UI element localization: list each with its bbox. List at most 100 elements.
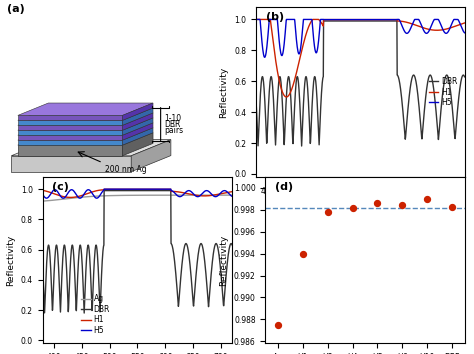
Polygon shape	[18, 115, 122, 120]
Line: Ag: Ag	[43, 195, 232, 201]
DBR	[433, 109, 439, 114]
X-axis label: Wavelength (nm): Wavelength (nm)	[321, 201, 400, 210]
H1	[374, 17, 380, 22]
DBR	[386, 19, 392, 23]
Ag	[183, 193, 189, 197]
Point	[374, 200, 381, 206]
Polygon shape	[122, 133, 153, 156]
Point	[324, 209, 331, 215]
Ag	[155, 193, 161, 197]
Text: pairs: pairs	[164, 126, 183, 135]
Line: H5: H5	[43, 189, 232, 198]
H1	[203, 194, 209, 198]
DBR	[321, 19, 327, 23]
H5	[266, 21, 272, 25]
Polygon shape	[18, 113, 153, 125]
Polygon shape	[18, 123, 153, 135]
Polygon shape	[131, 140, 171, 172]
Point	[349, 205, 356, 211]
DBR	[52, 267, 57, 271]
Polygon shape	[18, 130, 122, 135]
Point	[448, 204, 456, 209]
Text: (c): (c)	[52, 182, 69, 192]
H1	[101, 187, 107, 192]
Legend: DBR, H1, H5: DBR, H1, H5	[426, 74, 461, 110]
DBR	[40, 264, 46, 269]
Line: H5: H5	[256, 19, 465, 57]
H1	[155, 187, 161, 192]
Polygon shape	[18, 125, 122, 130]
Legend: Ag, DBR, H1, H5: Ag, DBR, H1, H5	[78, 291, 113, 338]
DBR	[161, 188, 167, 193]
Polygon shape	[18, 140, 122, 145]
Polygon shape	[11, 156, 131, 172]
H1	[161, 187, 167, 192]
H5	[40, 192, 46, 196]
DBR	[150, 188, 156, 193]
Point	[423, 196, 431, 202]
DBR	[375, 19, 381, 23]
Text: (a): (a)	[7, 4, 25, 13]
Ag	[229, 193, 235, 197]
DBR	[412, 74, 418, 79]
Polygon shape	[18, 133, 153, 145]
Line: DBR: DBR	[256, 21, 465, 146]
Line: H1: H1	[256, 19, 465, 97]
Polygon shape	[11, 140, 171, 156]
Polygon shape	[18, 118, 153, 130]
DBR	[82, 311, 87, 315]
H5	[433, 17, 438, 22]
Polygon shape	[18, 103, 153, 115]
H5	[411, 18, 417, 22]
H1	[184, 192, 190, 196]
H5	[253, 17, 259, 22]
H5	[262, 55, 267, 59]
Line: DBR: DBR	[43, 190, 232, 313]
Polygon shape	[18, 135, 122, 140]
H1	[462, 21, 467, 25]
DBR	[184, 243, 190, 247]
Point	[299, 251, 307, 256]
Polygon shape	[18, 108, 153, 120]
H1	[40, 188, 46, 193]
DBR	[229, 243, 235, 247]
Ag	[150, 193, 155, 197]
H1	[52, 192, 57, 196]
Point	[274, 322, 282, 327]
H5	[229, 194, 235, 199]
Polygon shape	[18, 145, 122, 156]
Text: 1-10: 1-10	[164, 114, 181, 123]
DBR	[462, 75, 467, 79]
H1	[229, 189, 235, 194]
H5	[155, 187, 161, 191]
H5	[184, 189, 190, 193]
Polygon shape	[122, 128, 153, 145]
H5	[380, 17, 386, 22]
Text: (d): (d)	[275, 182, 293, 192]
Polygon shape	[18, 120, 122, 125]
Text: (b): (b)	[266, 12, 284, 22]
Polygon shape	[122, 113, 153, 130]
H5	[374, 17, 380, 22]
DBR	[101, 188, 107, 193]
H1	[266, 17, 272, 22]
H1	[68, 195, 73, 200]
H1	[433, 28, 438, 32]
Polygon shape	[18, 128, 153, 140]
DBR	[266, 98, 272, 103]
H5	[150, 187, 156, 191]
H5	[52, 188, 57, 192]
Ag	[203, 193, 209, 197]
Polygon shape	[122, 123, 153, 140]
Y-axis label: Reflectivity: Reflectivity	[219, 235, 228, 286]
Text: DBR: DBR	[164, 120, 180, 129]
H1	[411, 23, 417, 27]
DBR	[155, 188, 161, 193]
Text: 200 nm Ag: 200 nm Ag	[105, 166, 146, 175]
Line: H1: H1	[43, 189, 232, 198]
H1	[283, 95, 289, 99]
DBR	[380, 19, 386, 23]
H5	[203, 188, 209, 193]
H1	[386, 17, 392, 22]
DBR	[203, 277, 209, 281]
